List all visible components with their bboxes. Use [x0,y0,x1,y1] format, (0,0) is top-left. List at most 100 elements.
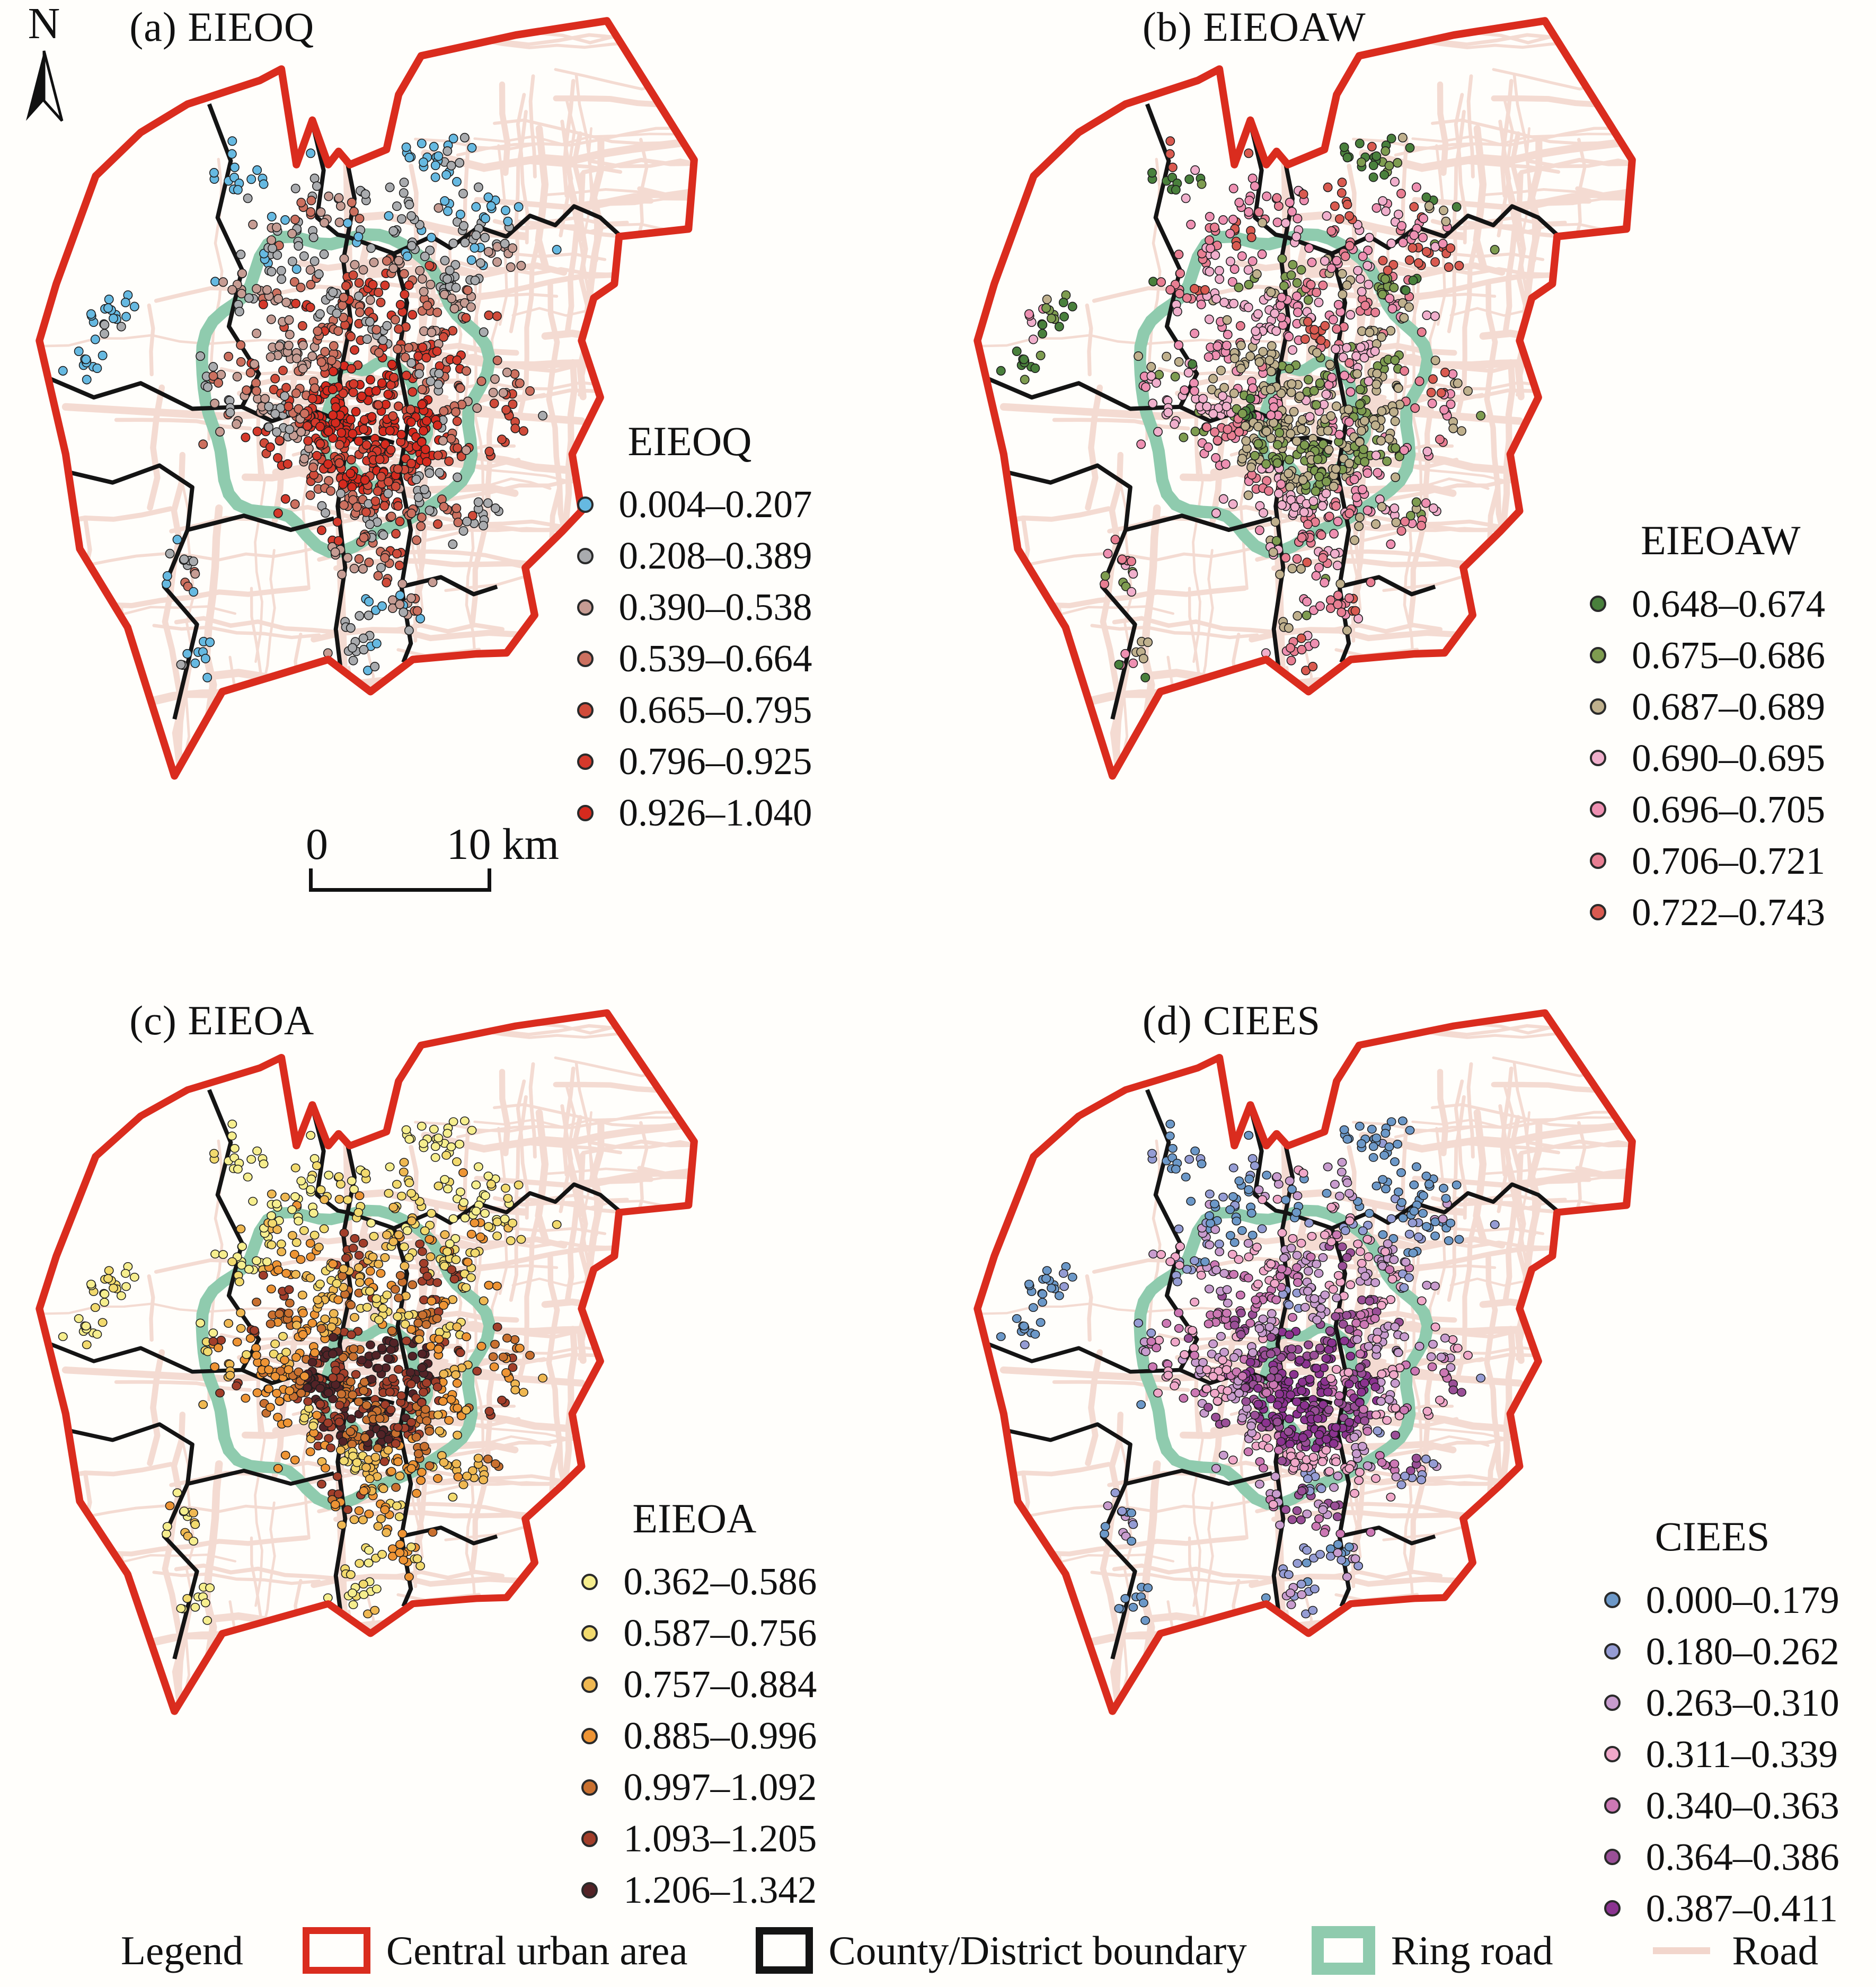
legend-class-label: 0.000–0.179 [1645,1578,1839,1621]
panel-title-eieoaw: (b) EIEOAW [1142,4,1366,50]
legend-class-dot [1604,1797,1621,1814]
central-urban-area-swatch [302,1927,370,1974]
legend-class-dot [577,599,594,616]
legend-title-ciees: CIEES [1654,1513,1770,1560]
legend-class-label: 0.180–0.262 [1645,1629,1839,1673]
legend-row: 0.362–0.586 [581,1556,817,1608]
legend-title-eieoaw: EIEOAW [1641,517,1801,563]
legend-row: 0.311–0.339 [1604,1728,1839,1780]
legend-row: 0.340–0.363 [1604,1780,1839,1831]
legend-class-dot [577,496,594,513]
legend-class-dot [577,547,594,564]
legend-class-label: 0.539–0.664 [618,637,812,680]
legend-class-label: 0.387–0.411 [1645,1886,1838,1930]
legend-class-dot [1604,1900,1621,1917]
legend-row: 0.696–0.705 [1590,784,1825,835]
north-needle-icon [26,50,64,122]
legend-row: 0.997–1.092 [581,1762,817,1813]
bottom-legend: Legend Central urban area County/Distric… [0,1914,1876,1987]
legend-class-label: 0.690–0.695 [1632,736,1826,779]
legend-row: 1.206–1.342 [581,1865,817,1916]
legend-class-label: 0.311–0.339 [1645,1732,1838,1776]
legend-class-dot [577,650,594,667]
legend-class-label: 0.665–0.795 [618,688,812,731]
legend-row: 0.004–0.207 [577,479,812,530]
panel-ciees: (d) CIEES CIEES 0.000–0.179 0.180–0.262 0.… [938,994,1876,1930]
legend-row: 0.648–0.674 [1590,578,1825,629]
legend-class-dot [1604,1592,1621,1609]
legend-class-label: 0.687–0.689 [1632,685,1826,728]
legend-class-label: 1.093–1.205 [623,1817,817,1860]
legend-row: 0.675–0.686 [1590,629,1825,681]
road-label: Road [1732,1927,1819,1973]
scale-bar-line [309,868,492,892]
legend-row: 0.587–0.756 [581,1608,817,1659]
legend-class-label: 0.362–0.586 [623,1560,817,1603]
panel-title-ciees: (d) CIEES [1142,997,1321,1043]
legend-class-dot [1590,647,1607,663]
legend-row: 0.757–0.884 [581,1659,817,1710]
north-arrow: N [10,0,78,127]
legend-eieoq: EIEOQ 0.004–0.207 0.208–0.389 0.390–0.538 0… [577,418,812,839]
legend-class-label: 0.340–0.363 [1645,1784,1839,1827]
legend-class-dot [1590,853,1607,869]
legend-class-label: 1.206–1.342 [623,1868,817,1912]
legend-class-label: 0.757–0.884 [623,1663,817,1706]
central-urban-area-label: Central urban area [386,1927,688,1973]
legend-class-dot [1604,1695,1621,1711]
panel-title-eieoa: (c) EIEOA [129,997,315,1043]
legend-row: 0.000–0.179 [1604,1574,1839,1626]
legend-row: 0.706–0.721 [1590,835,1825,886]
legend-ciees: CIEES 0.000–0.179 0.180–0.262 0.263–0.310 0… [1604,1513,1839,1934]
legend-row: 0.263–0.310 [1604,1677,1839,1728]
legend-row: 0.539–0.664 [577,633,812,685]
legend-row: 0.665–0.795 [577,685,812,736]
legend-class-label: 0.722–0.743 [1632,890,1826,934]
panel-eieoq: (a) EIEOQ EIEOQ 0.004–0.207 0.208–0.389 0.… [0,0,938,994]
legend-class-label: 0.364–0.386 [1645,1835,1839,1878]
legend-class-dot [577,702,594,718]
legend-class-label: 0.796–0.925 [618,740,812,783]
legend-row: 0.364–0.386 [1604,1831,1839,1883]
legend-eieoa: EIEOA 0.362–0.586 0.587–0.756 0.757–0.884 0… [581,1495,817,1916]
legend-class-label: 0.263–0.310 [1645,1681,1839,1724]
panel-eieoa: (c) EIEOA EIEOA 0.362–0.586 0.587–0.756 0.… [0,994,938,1913]
legend-class-label: 0.706–0.721 [1632,839,1826,882]
legend-class-dot [1590,596,1607,612]
road-swatch [1652,1947,1710,1954]
legend-class-dot [577,753,594,770]
legend-class-dot [577,804,594,821]
county-district-boundary-label: County/District boundary [828,1927,1247,1973]
legend-class-dot [1590,698,1607,715]
legend-class-dot [581,1625,598,1642]
scale-zero-label: 0 [306,819,329,869]
county-district-boundary-swatch [755,1927,813,1974]
legend-row: 0.796–0.925 [577,736,812,787]
legend-eieoaw: EIEOAW 0.648–0.674 0.675–0.686 0.687–0.689… [1590,517,1825,938]
legend-class-dot [1590,904,1607,920]
ring-road-label: Ring road [1391,1927,1553,1973]
legend-row: 0.690–0.695 [1590,732,1825,784]
ring-road-swatch [1311,1926,1375,1975]
legend-class-dot [1590,801,1607,818]
legend-class-label: 0.675–0.686 [1632,633,1826,677]
legend-row: 0.208–0.389 [577,530,812,582]
legend-row: 0.390–0.538 [577,582,812,633]
legend-class-dot [581,1676,598,1693]
legend-class-label: 0.926–1.040 [618,791,812,834]
legend-class-label: 0.208–0.389 [618,534,812,577]
legend-class-label: 0.390–0.538 [618,586,812,628]
legend-row: 0.926–1.040 [577,787,812,839]
legend-title-eieoq: EIEOQ [627,418,752,464]
legend-title-eieoa: EIEOA [632,1495,757,1541]
map-eieoq [36,17,698,780]
legend-class-dot [1590,750,1607,766]
legend-class-label: 0.648–0.674 [1632,582,1826,625]
legend-class-dot [581,1573,598,1590]
legend-class-dot [581,1882,598,1899]
panel-eieoaw: (b) EIEOAW EIEOAW 0.648–0.674 0.675–0.686… [938,0,1876,994]
legend-class-dot [1604,1849,1621,1866]
legend-class-label: 0.885–0.996 [623,1714,817,1758]
legend-class-dot [581,1830,598,1847]
